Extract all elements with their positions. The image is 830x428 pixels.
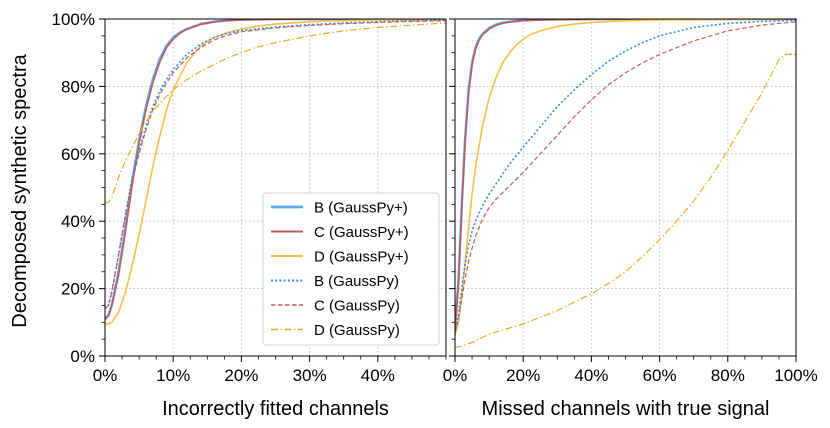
x-tick-label: 0% — [443, 366, 468, 385]
legend-label: B (GaussPy+) — [314, 200, 408, 217]
y-axis-label: Decomposed synthetic spectra — [9, 53, 31, 327]
x-tick-label: 60% — [643, 366, 677, 385]
x-axis-label: Missed channels with true signal — [482, 398, 770, 420]
legend: B (GaussPy+) C (GaussPy+) D (GaussPy+) B (G… — [262, 192, 440, 346]
panel-incorrect-channels: 0% 10% 20% 30% 40% 0% 20% 40% 60% 80% 100% Incorrec… — [52, 10, 447, 420]
legend-label: C (GaussPy+) — [314, 224, 409, 241]
y-tick-label: 0% — [70, 347, 95, 366]
x-axis-label: Incorrectly fitted channels — [162, 398, 389, 420]
x-tick-label: 100% — [774, 366, 817, 385]
series-line-d-gausspy — [455, 53, 796, 349]
panel-missed-channels: 0% 20% 40% 60% 80% 100%Missed channels with t… — [443, 18, 818, 420]
x-tick-label: 80% — [711, 366, 745, 385]
legend-box — [262, 192, 440, 346]
x-tick-label: 40% — [361, 366, 395, 385]
series-line-d-gausspy — [455, 19, 796, 336]
y-tick-label: 40% — [61, 212, 95, 231]
y-tick-label: 80% — [61, 77, 95, 96]
series-line-c-gausspy — [455, 21, 796, 333]
legend-label: D (GaussPy+) — [314, 249, 409, 266]
series-line-c-gausspy — [105, 19, 446, 320]
series-line-d-gausspy — [105, 19, 446, 325]
x-tick-label: 30% — [293, 366, 327, 385]
x-tick-label: 10% — [156, 366, 190, 385]
x-tick-label: 0% — [93, 366, 118, 385]
y-tick-label: 20% — [61, 280, 95, 299]
x-tick-label: 40% — [574, 366, 608, 385]
x-tick-label: 20% — [506, 366, 540, 385]
y-tick-label: 60% — [61, 145, 95, 164]
legend-label: D (GaussPy) — [314, 322, 400, 339]
series-group — [105, 19, 446, 325]
y-tick-label: 100% — [52, 10, 95, 29]
series-line-d-gausspy — [105, 22, 446, 204]
x-tick-label: 20% — [224, 366, 258, 385]
legend-label: B (GaussPy) — [314, 273, 399, 290]
series-line-c-gausspy — [105, 20, 446, 310]
legend-label: C (GaussPy) — [314, 298, 400, 315]
series-line-b-gausspy — [105, 19, 446, 310]
